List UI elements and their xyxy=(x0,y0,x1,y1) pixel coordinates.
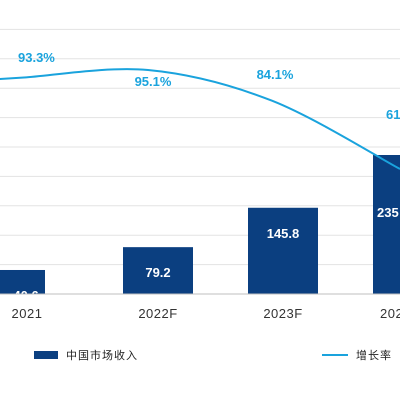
growth-rate-label: 93.3% xyxy=(18,50,55,65)
legend-label-growth: 增长率 xyxy=(356,348,392,362)
x-tick-labels: 2021 2022F 2023F 202 xyxy=(12,306,400,321)
gridlines xyxy=(0,28,400,266)
bar-value-label: 145.8 xyxy=(267,226,300,241)
x-tick-label: 2021 xyxy=(12,306,43,321)
bar-2023F xyxy=(248,207,318,294)
x-tick-label: 202 xyxy=(380,306,400,321)
growth-rate-label: 84.1% xyxy=(257,67,294,82)
growth-rate-line xyxy=(0,68,400,170)
legend-swatch-revenue xyxy=(34,351,58,359)
bar-2021 xyxy=(0,269,45,294)
bars xyxy=(0,155,400,294)
bar-value-label: 79.2 xyxy=(145,265,170,280)
bar-value-label: 40.6 xyxy=(13,288,38,303)
bar-value-label: 235 xyxy=(377,205,399,220)
growth-rate-labels: 93.3% 95.1% 84.1% 61. xyxy=(18,50,400,122)
x-tick-label: 2023F xyxy=(263,306,302,321)
legend: 中国市场收入 增长率 xyxy=(34,348,392,362)
growth-rate-label: 61. xyxy=(386,107,400,122)
growth-rate-label: 95.1% xyxy=(135,74,172,89)
bar-labels: 40.6 79.2 145.8 235 xyxy=(13,205,398,303)
bar-2022F xyxy=(123,247,193,294)
bar-202 xyxy=(373,155,400,294)
x-tick-label: 2022F xyxy=(138,306,177,321)
legend-label-revenue: 中国市场收入 xyxy=(66,348,138,362)
